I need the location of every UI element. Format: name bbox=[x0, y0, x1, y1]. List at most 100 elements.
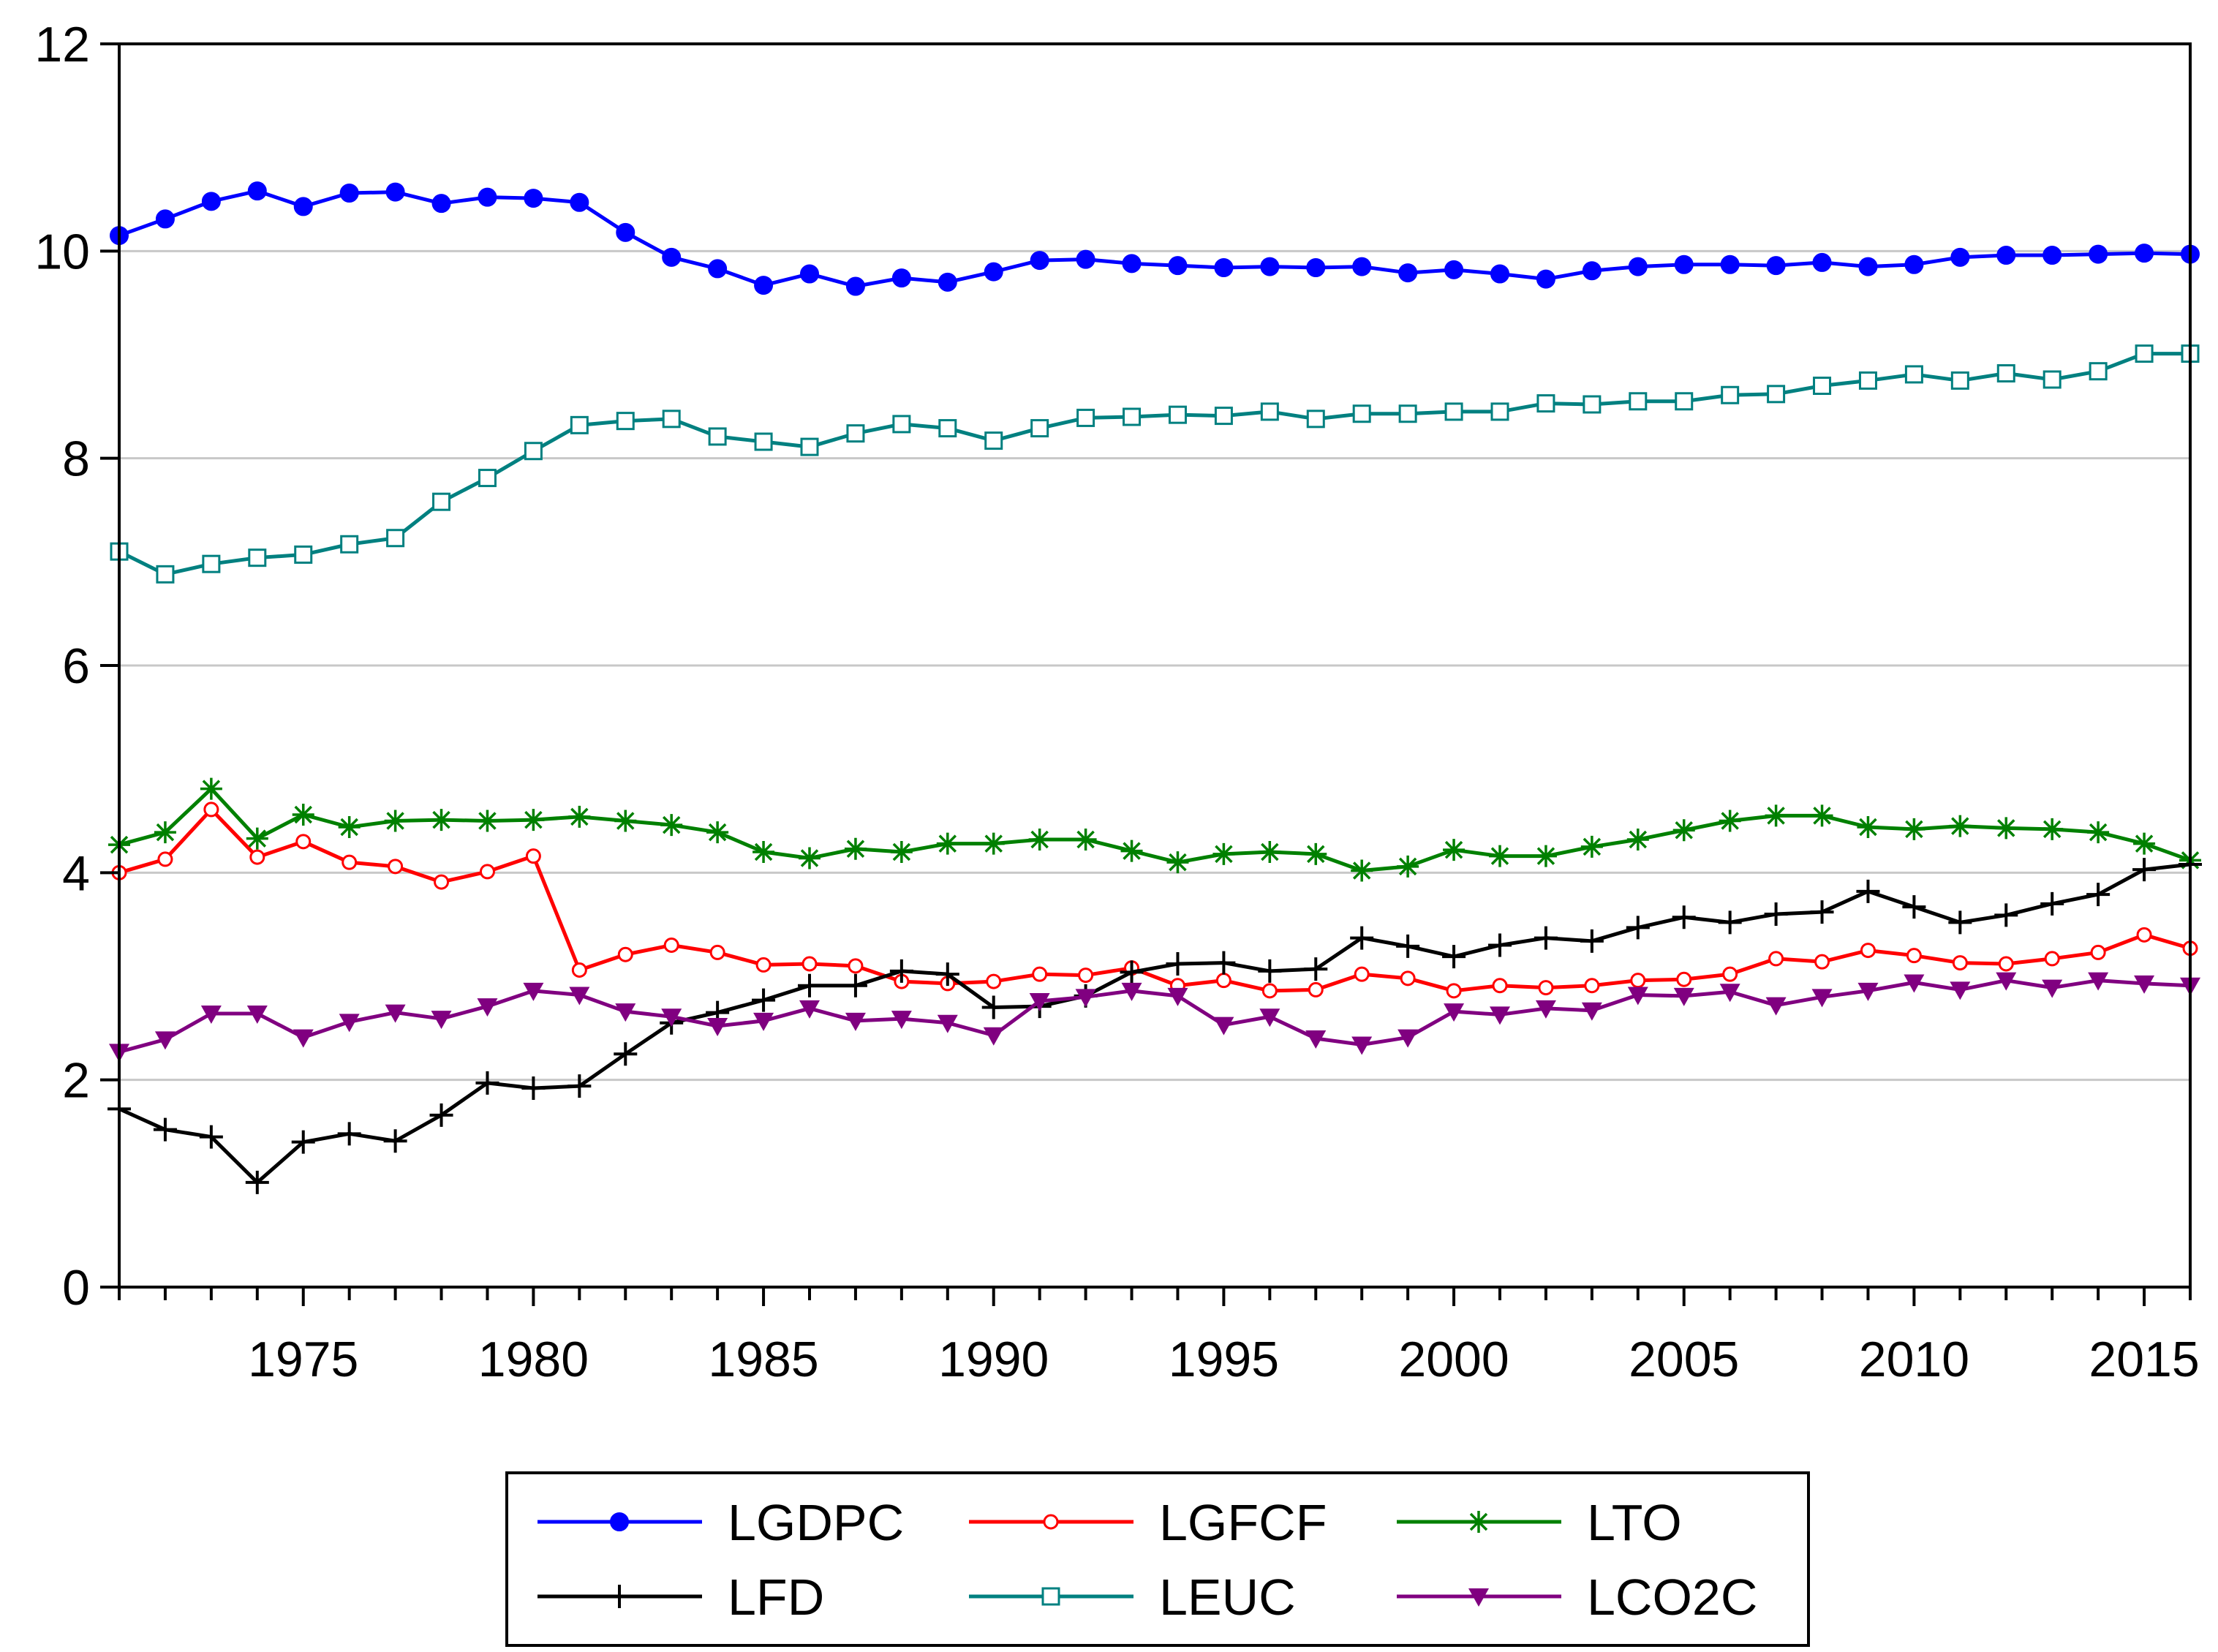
data-point bbox=[1950, 981, 1971, 1000]
data-point bbox=[429, 1103, 453, 1127]
series-layer bbox=[107, 181, 2202, 1194]
data-point bbox=[431, 1011, 452, 1030]
data-point bbox=[753, 1012, 774, 1031]
data-point bbox=[662, 410, 681, 429]
data-point bbox=[1674, 254, 1694, 274]
data-point bbox=[617, 946, 633, 962]
data-point bbox=[1259, 1008, 1280, 1027]
data-point bbox=[663, 938, 679, 953]
data-point bbox=[709, 944, 725, 960]
data-point bbox=[935, 962, 959, 987]
data-point bbox=[1949, 815, 1972, 837]
data-point bbox=[2133, 832, 2156, 855]
data-point bbox=[525, 848, 541, 864]
data-point bbox=[938, 419, 957, 438]
data-point bbox=[1768, 951, 1784, 967]
data-point bbox=[2088, 972, 2109, 991]
data-point bbox=[1442, 945, 1466, 969]
data-point bbox=[337, 1122, 361, 1146]
data-point bbox=[1906, 948, 1922, 964]
data-point bbox=[338, 816, 361, 838]
legend-label: LCO2C bbox=[1587, 1569, 1757, 1626]
data-point bbox=[798, 973, 821, 997]
legend-item-lco2c: LCO2C bbox=[1397, 1569, 1757, 1626]
data-point bbox=[1858, 371, 1877, 390]
data-point bbox=[1354, 966, 1370, 982]
data-point bbox=[1259, 841, 1281, 863]
data-point bbox=[1306, 410, 1325, 429]
data-point bbox=[294, 545, 313, 564]
legend-item-leuc: LEUC bbox=[969, 1569, 1296, 1626]
data-point bbox=[2086, 883, 2111, 907]
data-point bbox=[1028, 829, 1051, 850]
data-point bbox=[1490, 1006, 1510, 1025]
data-point bbox=[1397, 1029, 1419, 1048]
data-point bbox=[203, 802, 219, 818]
data-point bbox=[523, 982, 544, 1001]
data-point bbox=[476, 810, 499, 832]
data-point bbox=[2132, 858, 2157, 882]
x-tick-label: 1995 bbox=[1169, 1332, 1279, 1387]
data-point bbox=[799, 847, 821, 870]
data-point bbox=[2040, 891, 2064, 916]
data-point bbox=[1078, 968, 1094, 984]
series-leuc bbox=[110, 344, 2200, 584]
data-point bbox=[156, 565, 175, 584]
data-point bbox=[521, 1076, 546, 1100]
data-point bbox=[246, 1006, 268, 1024]
data-point bbox=[1535, 1000, 1556, 1019]
data-point bbox=[752, 988, 776, 1012]
data-point bbox=[1305, 1030, 1327, 1049]
x-tick-label: 2015 bbox=[2089, 1332, 2199, 1387]
data-point bbox=[2135, 244, 2154, 263]
data-point bbox=[800, 264, 819, 284]
data-point bbox=[155, 209, 175, 229]
data-point bbox=[388, 859, 404, 875]
series-line-lgdpc bbox=[118, 189, 2191, 288]
data-point bbox=[706, 821, 729, 844]
data-point bbox=[475, 1071, 499, 1095]
data-point bbox=[1812, 252, 1832, 272]
data-point bbox=[1536, 269, 1555, 289]
data-point bbox=[1950, 247, 1970, 267]
legend-item-lgdpc: LGDPC bbox=[537, 1494, 904, 1551]
data-point bbox=[1351, 859, 1373, 882]
data-point bbox=[157, 851, 173, 867]
data-point bbox=[1258, 959, 1282, 983]
data-point bbox=[1720, 254, 1740, 274]
data-point bbox=[478, 187, 497, 207]
data-point bbox=[1212, 842, 1235, 865]
data-point bbox=[1351, 1036, 1373, 1055]
data-point bbox=[1581, 1002, 1602, 1021]
legend-marker bbox=[1468, 1588, 1489, 1607]
data-point bbox=[1489, 845, 1511, 867]
data-point bbox=[1673, 987, 1694, 1006]
data-point bbox=[1306, 258, 1326, 277]
data-point bbox=[938, 272, 957, 292]
data-point bbox=[385, 182, 405, 202]
data-point bbox=[662, 247, 682, 267]
data-point bbox=[1675, 392, 1694, 411]
data-point bbox=[1305, 842, 1327, 865]
data-point bbox=[1580, 835, 1603, 858]
data-point bbox=[1030, 251, 1049, 271]
data-point bbox=[339, 1014, 360, 1033]
data-point bbox=[1212, 951, 1236, 975]
data-point bbox=[1260, 402, 1279, 421]
data-point bbox=[1626, 916, 1650, 940]
data-point bbox=[1767, 385, 1786, 404]
series-line-lfd bbox=[118, 862, 2191, 1185]
legend: LGDPC LGFCF LTO LFD LEUC LCO2C bbox=[505, 1471, 1810, 1647]
data-point bbox=[844, 837, 867, 860]
series-line-leuc bbox=[118, 352, 2190, 576]
data-point bbox=[249, 849, 265, 865]
data-point bbox=[342, 854, 358, 870]
data-point bbox=[799, 1000, 820, 1019]
data-point bbox=[384, 810, 407, 832]
data-point bbox=[801, 956, 818, 972]
data-point bbox=[1584, 978, 1600, 994]
data-point bbox=[154, 821, 176, 844]
data-point bbox=[1676, 971, 1692, 987]
data-point bbox=[754, 432, 773, 451]
